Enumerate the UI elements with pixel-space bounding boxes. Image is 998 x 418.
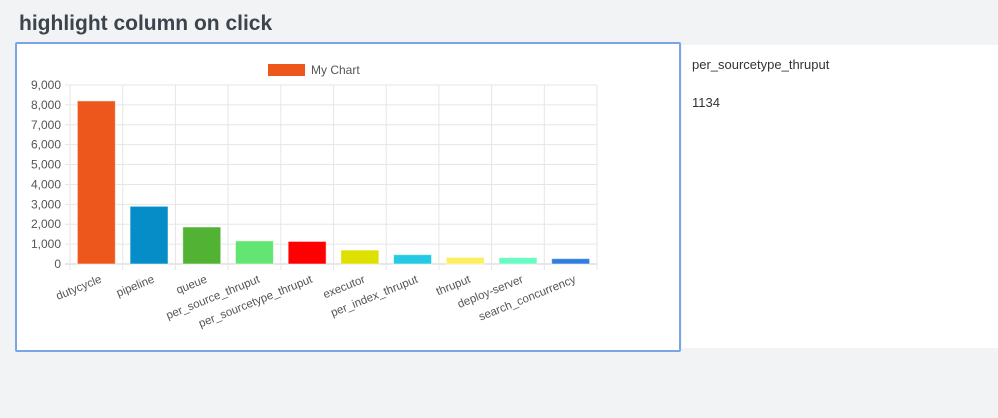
y-tick-label: 6,000: [31, 138, 61, 152]
x-tick-label: dutycycle: [55, 274, 104, 303]
bar-per_index_thruput[interactable]: [393, 254, 433, 265]
bar-search_concurrency[interactable]: [551, 258, 591, 265]
bar-deploy-server[interactable]: [498, 257, 538, 265]
bar-queue[interactable]: [182, 226, 222, 265]
bar-thruput[interactable]: [445, 256, 485, 265]
legend-swatch: [268, 64, 305, 76]
x-tick-label: queue: [175, 274, 209, 297]
y-tick-label: 3,000: [31, 197, 61, 211]
y-tick-label: 2,000: [31, 217, 61, 231]
legend-label[interactable]: My Chart: [311, 63, 360, 77]
selected-value: 1134: [692, 95, 720, 110]
x-tick-label: per_index_thruput: [329, 273, 420, 319]
bar-dutycycle[interactable]: [76, 100, 116, 265]
bar-per_source_thruput[interactable]: [234, 240, 274, 265]
bar-executor[interactable]: [340, 249, 380, 265]
y-tick-label: 4,000: [31, 177, 61, 191]
chart-panel: [15, 42, 681, 352]
y-tick-label: 7,000: [31, 118, 61, 132]
selected-category: per_sourcetype_thruput: [692, 57, 830, 72]
y-tick-label: 8,000: [31, 98, 61, 112]
x-tick-label: search_concurrency: [477, 274, 578, 324]
selection-panel: per_sourcetype_thruput 1134: [682, 45, 998, 348]
x-tick-label: pipeline: [115, 274, 156, 300]
y-tick-label: 9,000: [31, 78, 61, 92]
bar-per_sourcetype_thruput[interactable]: [287, 240, 327, 265]
y-tick-label: 5,000: [31, 158, 61, 172]
bar-pipeline[interactable]: [129, 205, 169, 265]
page-title: highlight column on click: [19, 12, 273, 35]
y-tick-label: 0: [54, 257, 61, 271]
y-tick-label: 1,000: [31, 237, 61, 251]
